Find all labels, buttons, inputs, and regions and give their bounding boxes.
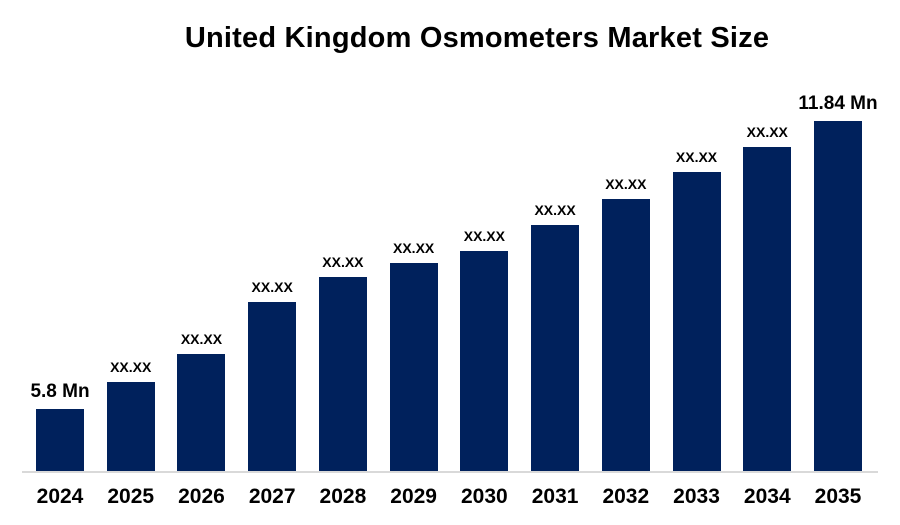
x-tick-2034: 2034 xyxy=(743,485,791,508)
bar-value-label-2024: 5.8 Mn xyxy=(30,381,90,402)
x-tick-2024: 2024 xyxy=(36,485,84,508)
bar-2030 xyxy=(460,251,509,471)
x-tick-2029: 2029 xyxy=(390,485,437,508)
chart-title: United Kingdom Osmometers Market Size xyxy=(184,22,770,54)
bar-value-label-2030: XX.XX xyxy=(463,228,505,244)
bar-value-label-2031: XX.XX xyxy=(534,202,576,218)
x-tick-2033: 2033 xyxy=(673,485,720,508)
bar-2033 xyxy=(672,172,721,471)
bar-value-label-2035: 11.84 Mn xyxy=(798,93,878,114)
bar-2024 xyxy=(36,409,84,471)
bar-2029 xyxy=(389,263,438,471)
bar-value-label-2028: XX.XX xyxy=(322,254,364,270)
bar-2034 xyxy=(743,147,792,471)
bar-value-label-2025: XX.XX xyxy=(110,359,152,375)
bar-2032 xyxy=(601,199,650,471)
bar-2035 xyxy=(814,121,862,471)
x-tick-2030: 2030 xyxy=(461,485,508,508)
x-tick-2026: 2026 xyxy=(178,485,225,508)
x-tick-2025: 2025 xyxy=(107,485,155,508)
bar-2028 xyxy=(318,277,367,471)
bar-2025 xyxy=(106,382,155,471)
x-tick-2032: 2032 xyxy=(602,485,650,508)
x-tick-2028: 2028 xyxy=(319,485,367,508)
x-tick-2027: 2027 xyxy=(248,485,296,508)
bar-value-label-2032: XX.XX xyxy=(605,176,647,192)
x-tick-2035: 2035 xyxy=(814,485,862,508)
bar-value-label-2027: XX.XX xyxy=(251,279,293,295)
bar-value-label-2029: XX.XX xyxy=(393,240,435,256)
bar-2027 xyxy=(248,302,297,471)
bar-value-label-2033: XX.XX xyxy=(675,149,718,165)
bar-value-label-2034: XX.XX xyxy=(746,124,788,140)
x-axis-line xyxy=(22,471,878,473)
x-tick-2031: 2031 xyxy=(531,485,579,508)
bar-2026 xyxy=(177,354,226,471)
bar-2031 xyxy=(531,225,580,471)
bar-value-label-2026: XX.XX xyxy=(180,331,223,347)
